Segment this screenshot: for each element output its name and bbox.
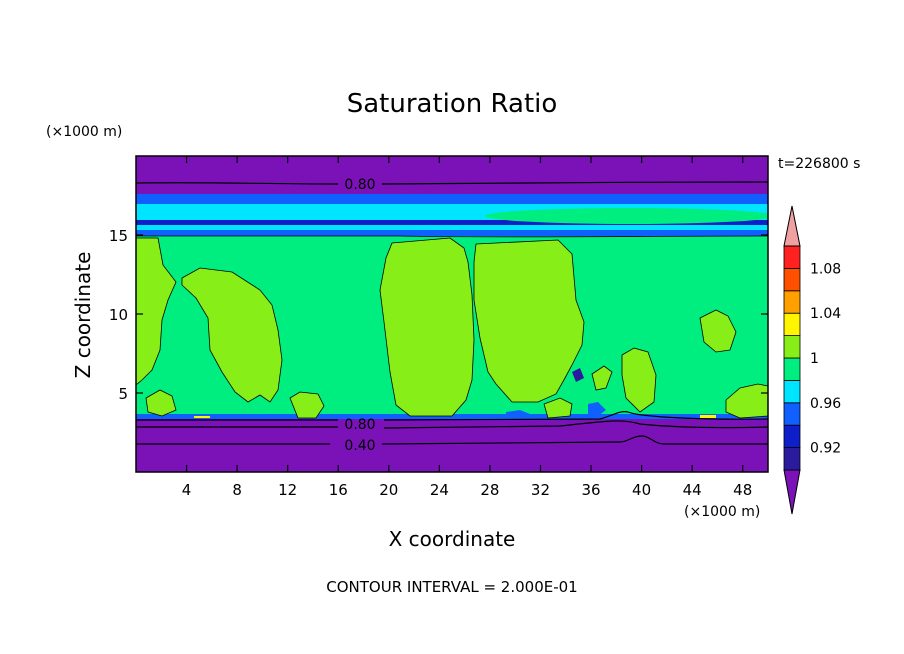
colorbar-swatch bbox=[783, 290, 801, 314]
x-axis-ticks: 4 8 12 16 20 24 28 32 36 40 44 48 bbox=[182, 156, 752, 499]
time-label: t=226800 s bbox=[778, 156, 860, 172]
contour-line bbox=[136, 435, 768, 445]
supersaturated-cell bbox=[136, 237, 177, 386]
dry-patch bbox=[572, 368, 584, 382]
contour-label: 0.40 bbox=[344, 438, 375, 454]
contour-line bbox=[136, 420, 768, 429]
contour-plot-area: 0.80 0.80 0.40 4 8 12 16 20 24 28 32 36 40 44 48 51… bbox=[109, 155, 769, 499]
surface-yellow-patch bbox=[700, 415, 716, 418]
x-tick-label: 8 bbox=[232, 481, 242, 499]
x-tick-label: 32 bbox=[531, 481, 550, 499]
colorbar-label: 1.04 bbox=[810, 306, 841, 322]
contour-line bbox=[136, 411, 768, 421]
x-tick-label: 4 bbox=[182, 481, 192, 499]
x-tick-label: 28 bbox=[480, 481, 499, 499]
x-tick-label: 16 bbox=[329, 481, 348, 499]
colorbar-over-arrow bbox=[783, 205, 801, 247]
dry-patch bbox=[588, 402, 606, 416]
green-lens bbox=[485, 208, 768, 224]
colorbar-swatch bbox=[783, 267, 801, 292]
contour-line bbox=[136, 235, 768, 238]
supersaturated-cell bbox=[591, 365, 613, 391]
x-tick-label: 48 bbox=[733, 481, 752, 499]
dark-blue-stripe bbox=[136, 220, 768, 225]
contour-label: 0.80 bbox=[344, 177, 375, 193]
contour-interval-note: CONTOUR INTERVAL = 2.000E-01 bbox=[326, 578, 577, 596]
supersaturated-cell bbox=[181, 267, 283, 403]
supersaturated-cell bbox=[725, 383, 768, 419]
surface-yellow-patch bbox=[194, 416, 210, 418]
y-tick-label: 5 bbox=[118, 385, 128, 403]
x-tick-label: 24 bbox=[430, 481, 449, 499]
supersaturated-cell bbox=[379, 237, 475, 417]
y-tick-label: 10 bbox=[109, 306, 128, 324]
chart-title: Saturation Ratio bbox=[347, 89, 558, 119]
supersaturated-cell bbox=[543, 397, 573, 419]
colorbar-swatch bbox=[783, 402, 801, 426]
supersaturated-cell bbox=[289, 391, 325, 419]
colorbar-label: 1.08 bbox=[810, 261, 841, 277]
x-tick-label: 44 bbox=[683, 481, 702, 499]
colorbar: 1.08 1.04 1 0.96 0.92 bbox=[783, 205, 841, 515]
colorbar-swatch bbox=[783, 424, 801, 449]
contour-line bbox=[136, 181, 768, 185]
x-tick-label: 40 bbox=[632, 481, 651, 499]
x-tick-label: 20 bbox=[379, 481, 398, 499]
supersaturated-cell bbox=[699, 309, 737, 353]
x-tick-label: 12 bbox=[278, 481, 297, 499]
x-axis-label: X coordinate bbox=[389, 527, 516, 551]
supersaturated-cell bbox=[145, 389, 177, 417]
x-tick-label: 36 bbox=[581, 481, 600, 499]
colorbar-swatch bbox=[783, 357, 801, 381]
y-tick-label: 15 bbox=[109, 227, 128, 245]
colorbar-label: 0.92 bbox=[810, 441, 841, 457]
colorbar-swatch bbox=[783, 447, 801, 471]
colorbar-label: 1 bbox=[810, 351, 819, 367]
supersaturated-cell bbox=[621, 347, 657, 413]
colorbar-under-arrow bbox=[783, 469, 801, 515]
contour-label: 0.80 bbox=[344, 417, 375, 433]
y-axis-label: Z coordinate bbox=[71, 252, 95, 379]
y-unit-label: (×1000 m) bbox=[46, 124, 122, 140]
lower-blue-stripe bbox=[136, 414, 768, 419]
supersaturated-cell bbox=[473, 239, 585, 403]
colorbar-swatch bbox=[783, 245, 801, 269]
colorbar-label: 0.96 bbox=[810, 396, 841, 412]
y-axis-ticks: 5 10 15 bbox=[109, 227, 768, 403]
dry-patch bbox=[506, 410, 530, 418]
colorbar-swatch bbox=[783, 312, 801, 337]
x-unit-label: (×1000 m) bbox=[684, 504, 760, 520]
colorbar-swatch bbox=[783, 379, 801, 404]
colorbar-swatch bbox=[783, 335, 801, 359]
